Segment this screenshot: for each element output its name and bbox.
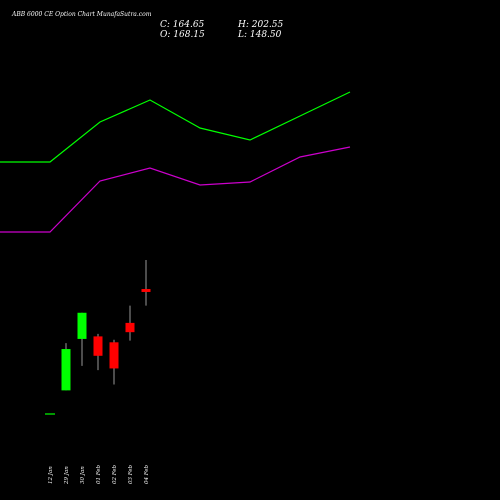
open-value: O: 168.15 (160, 30, 205, 40)
candle (61, 343, 71, 391)
candle-body (93, 336, 103, 356)
candle (109, 339, 119, 385)
x-tick-label: 03 Feb (128, 464, 134, 484)
x-tick-label: 02 Feb (112, 464, 118, 484)
x-tick-label: 30 Jan (80, 466, 86, 484)
close-value: C: 164.65 (160, 20, 205, 30)
x-tick-label: 04 Feb (144, 464, 150, 484)
candle (93, 333, 103, 371)
x-tick-label: 29 Jan (64, 466, 70, 485)
candle-body (61, 349, 71, 391)
candle (77, 312, 87, 366)
x-tick-label: 12 Jan (48, 466, 54, 484)
candle-body (109, 342, 119, 369)
candle-body (141, 289, 151, 292)
candle (125, 305, 135, 341)
overlay-line-1 (0, 91, 351, 163)
candle-body (77, 312, 87, 339)
candle (141, 260, 151, 306)
candles (45, 260, 151, 415)
high-value: H: 202.55 (237, 20, 284, 30)
low-value: L: 148.50 (237, 30, 282, 40)
candle-body (125, 322, 135, 333)
x-axis-ticks: 12 Jan 29 Jan 30 Jan 01 Feb 02 Feb 03 Feb 04 F… (48, 464, 150, 485)
overlay-line-2 (0, 146, 351, 233)
x-tick-label: 01 Feb (96, 464, 102, 484)
chart-title: ABB 6000 CE Option Chart MunafaSutra.com (11, 11, 152, 18)
overlay-lines (0, 91, 351, 233)
